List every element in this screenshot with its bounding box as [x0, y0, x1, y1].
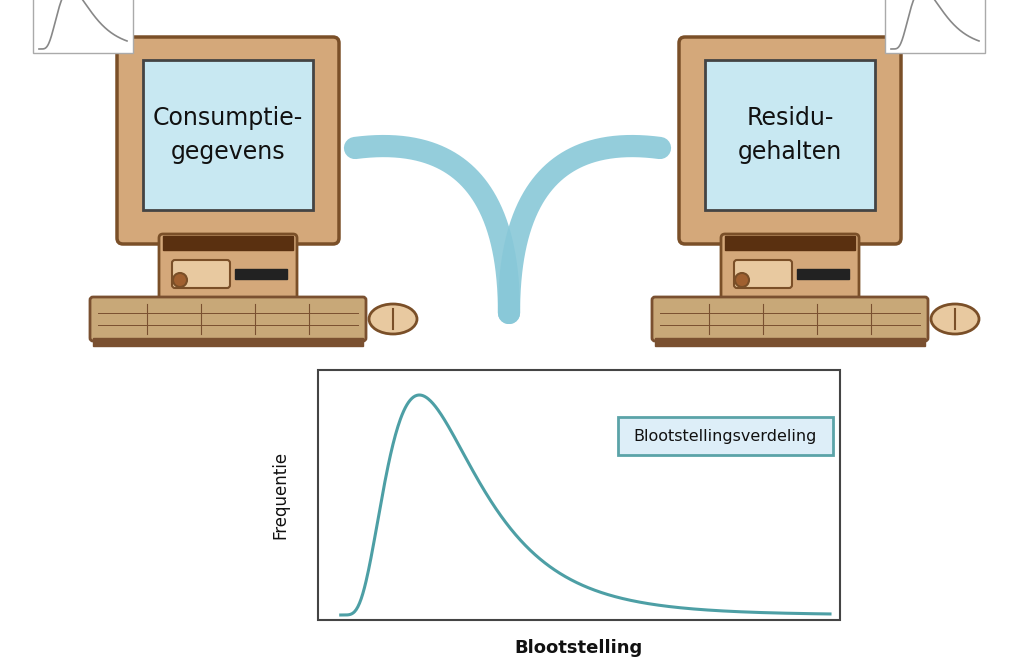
- Bar: [797, 269, 849, 279]
- Bar: [725, 236, 855, 250]
- FancyBboxPatch shape: [734, 260, 792, 288]
- FancyBboxPatch shape: [721, 234, 859, 302]
- Text: Residu-
gehalten: Residu- gehalten: [738, 106, 842, 164]
- Text: Blootstellingsverdeling: Blootstellingsverdeling: [634, 428, 817, 444]
- Text: Consumptie-
gegevens: Consumptie- gegevens: [153, 106, 303, 164]
- FancyBboxPatch shape: [172, 260, 230, 288]
- Bar: [235, 269, 287, 279]
- Circle shape: [735, 273, 749, 287]
- Circle shape: [173, 273, 187, 287]
- Text: Blootstelling: Blootstelling: [515, 639, 643, 657]
- FancyBboxPatch shape: [652, 297, 928, 341]
- Bar: [655, 338, 925, 346]
- Bar: [705, 60, 875, 210]
- Ellipse shape: [369, 304, 417, 334]
- Ellipse shape: [931, 304, 979, 334]
- FancyBboxPatch shape: [117, 37, 339, 244]
- FancyBboxPatch shape: [618, 417, 833, 455]
- Bar: [318, 370, 840, 620]
- Bar: [143, 60, 313, 210]
- Bar: [163, 236, 293, 250]
- Bar: [33, 0, 133, 53]
- Text: Frequentie: Frequentie: [271, 451, 289, 539]
- FancyBboxPatch shape: [159, 234, 297, 302]
- FancyBboxPatch shape: [90, 297, 366, 341]
- Bar: [884, 0, 985, 53]
- Bar: [93, 338, 363, 346]
- FancyBboxPatch shape: [679, 37, 901, 244]
